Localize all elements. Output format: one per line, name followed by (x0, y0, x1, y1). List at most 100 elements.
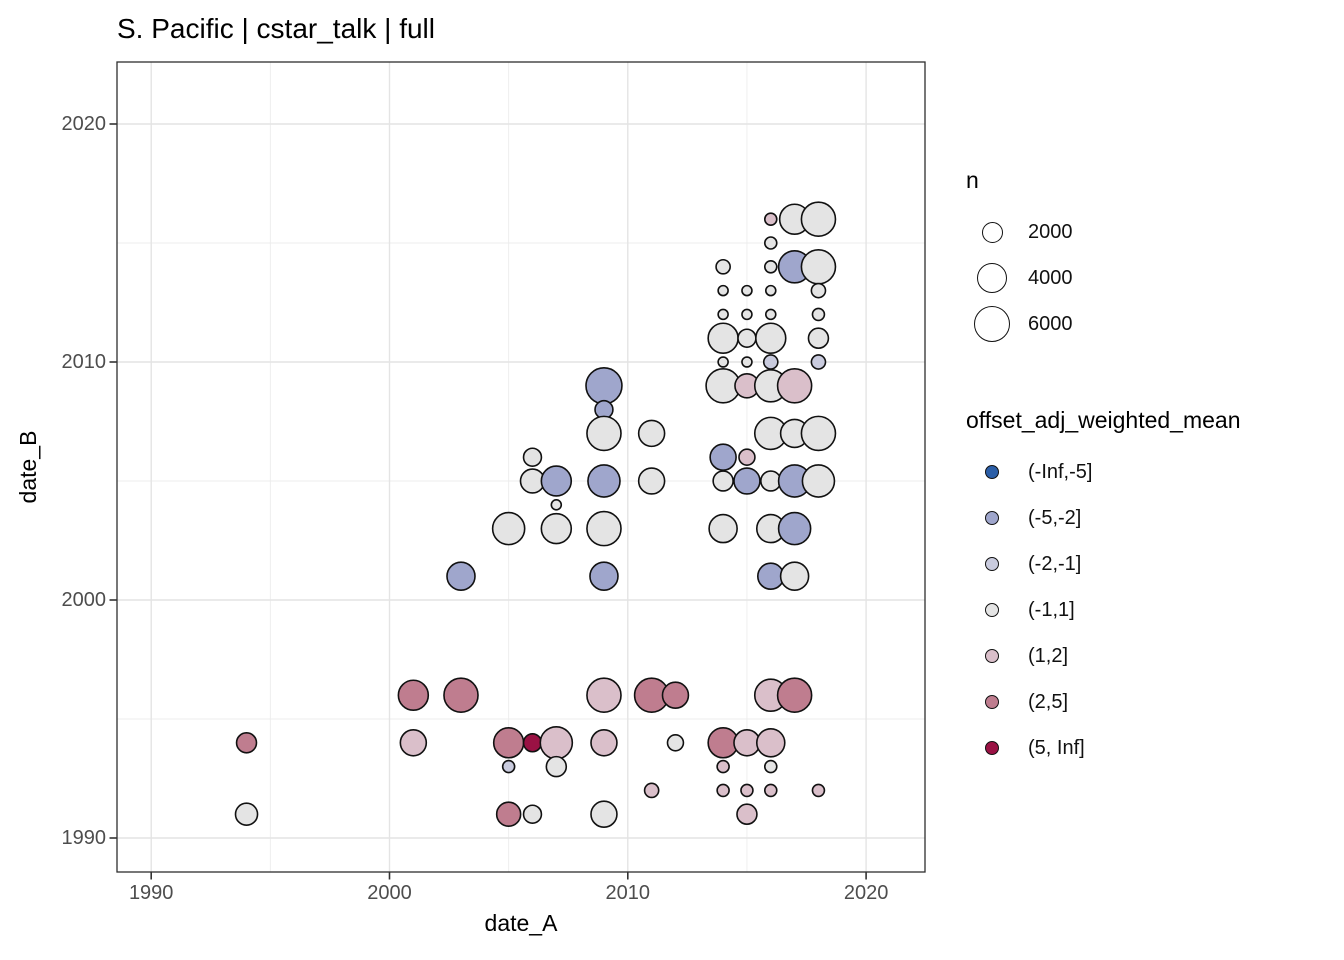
size-legend-label: 4000 (1028, 266, 1073, 289)
y-tick-label: 2020 (61, 113, 107, 135)
data-point (717, 308, 729, 321)
data-point (522, 733, 543, 753)
color-legend-key (966, 557, 1018, 571)
data-point (776, 677, 813, 714)
data-point (501, 759, 516, 774)
data-point (741, 356, 753, 368)
data-point (763, 236, 778, 250)
data-point (810, 354, 827, 370)
x-axis-title: date_A (484, 910, 558, 936)
color-legend-key (966, 695, 1018, 709)
gridlines (117, 62, 925, 872)
color-swatch-icon (985, 695, 999, 709)
size-legend-key (966, 221, 1018, 243)
color-swatch-icon (985, 603, 999, 617)
data-point (811, 307, 826, 322)
data-point (763, 260, 778, 274)
data-point (637, 467, 666, 495)
color-legend-row: (2,5] (966, 679, 1092, 725)
data-point (760, 470, 782, 492)
data-point (545, 755, 568, 778)
size-legend-label: 2000 (1028, 220, 1073, 243)
data-point (717, 356, 729, 368)
y-tick-label: 2000 (61, 589, 107, 611)
data-point (399, 729, 428, 757)
data-point (763, 759, 778, 774)
data-point (801, 464, 836, 498)
data-point (736, 803, 758, 825)
data-point (586, 677, 622, 714)
color-legend-label: (-1,1] (1028, 598, 1075, 621)
data-point (540, 465, 573, 497)
data-point (811, 783, 826, 798)
data-point (715, 258, 731, 275)
data-point (800, 248, 837, 285)
axis-tick-marks (109, 123, 867, 880)
data-point (585, 367, 623, 405)
data-point (717, 284, 729, 297)
data-point (740, 783, 754, 798)
data-point (590, 800, 618, 828)
data-point (800, 201, 837, 238)
data-point (661, 681, 690, 709)
color-swatch-icon (985, 741, 999, 755)
data-point (446, 561, 476, 592)
data-point (235, 732, 258, 754)
size-legend-label: 6000 (1028, 312, 1073, 335)
color-legend-label: (5, Inf] (1028, 736, 1085, 759)
data-point (397, 679, 430, 711)
data-point (800, 415, 837, 452)
data-point (712, 470, 734, 492)
data-point (539, 725, 574, 760)
data-point (763, 783, 778, 798)
data-point (637, 419, 666, 448)
data-point (779, 561, 810, 592)
size-legend-row: 4000 (966, 255, 1073, 301)
size-legend-key (966, 306, 1018, 342)
color-legend-label: (2,5] (1028, 690, 1069, 713)
size-legend: 2000 4000 6000 (966, 209, 1073, 347)
data-point (737, 328, 757, 348)
data-point (764, 308, 777, 321)
data-point (764, 284, 777, 297)
data-point (587, 464, 621, 498)
x-tick-label: 2010 (605, 882, 651, 904)
size-legend-circle-icon (981, 221, 1003, 243)
data-point (741, 308, 753, 321)
data-point (755, 322, 787, 354)
data-point (709, 443, 737, 471)
size-legend-row: 6000 (966, 301, 1073, 347)
data-point (586, 415, 622, 452)
data-point (776, 367, 813, 404)
y-tick-label: 1990 (61, 827, 107, 849)
data-point (540, 512, 573, 545)
data-point (491, 511, 526, 546)
size-legend-key (966, 263, 1018, 293)
color-swatch-icon (985, 649, 999, 663)
data-points (234, 201, 837, 828)
color-legend-row: (5, Inf] (966, 725, 1092, 771)
data-point (443, 677, 479, 714)
data-point (708, 513, 738, 544)
color-legend-key (966, 511, 1018, 525)
color-legend-label: (1,2] (1028, 644, 1069, 667)
size-legend-circle-icon (974, 306, 1010, 342)
color-legend-key (966, 741, 1018, 755)
data-point (763, 212, 778, 226)
color-legend-row: (-2,-1] (966, 541, 1092, 587)
data-point (741, 284, 753, 297)
data-point (716, 759, 730, 774)
data-point (716, 783, 730, 798)
data-point (738, 448, 756, 466)
color-legend-key (966, 465, 1018, 479)
color-legend-label: (-Inf,-5] (1028, 460, 1093, 483)
data-point (492, 727, 525, 759)
data-point (807, 327, 830, 349)
color-legend-row: (-5,-2] (966, 495, 1092, 541)
color-legend-key (966, 603, 1018, 617)
color-legend-label: (-5,-2] (1028, 506, 1082, 529)
y-tick-label: 2010 (61, 351, 107, 373)
chart-title: S. Pacific | cstar_talk | full (117, 13, 435, 44)
data-point (234, 802, 259, 827)
